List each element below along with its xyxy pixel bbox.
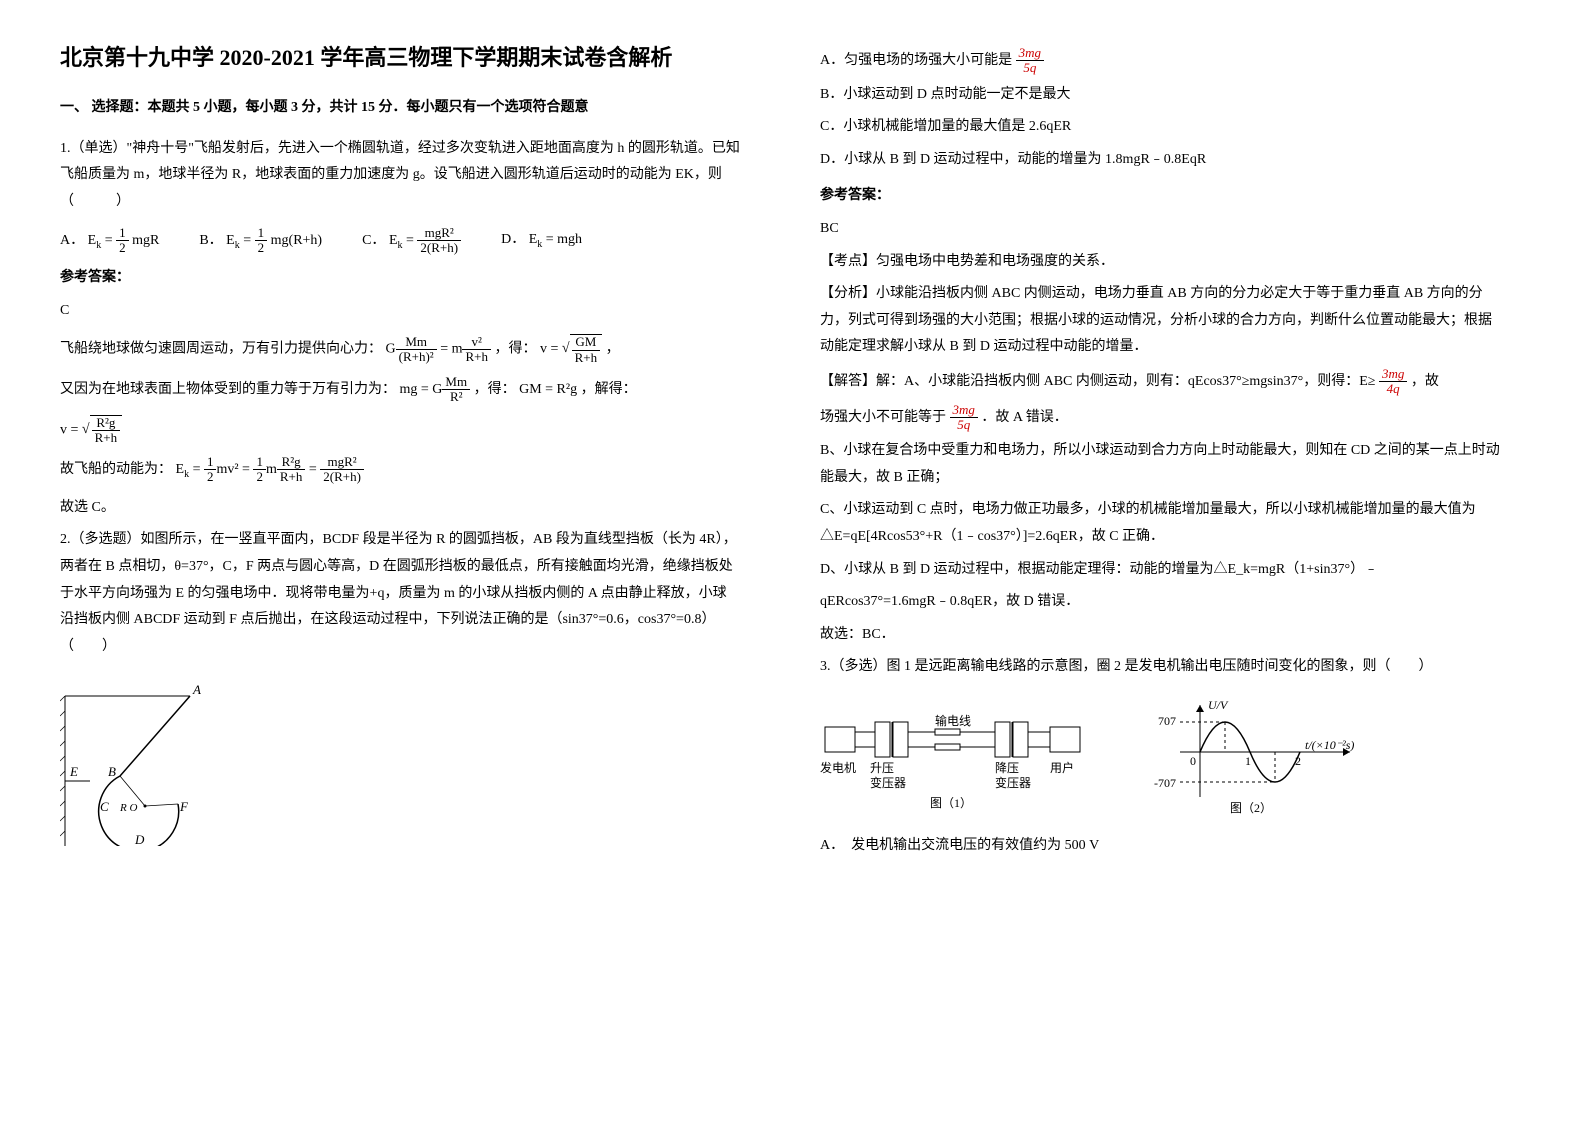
- page-title: 北京第十九中学 2020-2021 学年高三物理下学期期末试卷含解析: [60, 40, 740, 75]
- svg-text:降压: 降压: [995, 761, 1019, 775]
- q2-fenxi: 【分析】小球能沿挡板内侧 ABC 内侧运动，电场力垂直 AB 方向的分力必定大于…: [820, 281, 1500, 361]
- svg-text:B: B: [108, 764, 116, 779]
- svg-text:C: C: [100, 799, 109, 814]
- svg-text:2: 2: [1295, 754, 1301, 768]
- q3-stem: 3.（多选）图 1 是远距离输电线路的示意图，圈 2 是发电机输出电压随时间变化…: [820, 654, 1500, 681]
- opt-c-label: C．: [362, 233, 385, 248]
- q2-jieda-d1: D、小球从 B 到 D 运动过程中，根据动能定理得：动能的增量为△E_k=mgR…: [820, 557, 1500, 584]
- q2-diagram: A E B C D F R O: [60, 676, 740, 846]
- svg-text:U/V: U/V: [1208, 698, 1229, 712]
- exp4-text: 故飞船的动能为：: [60, 462, 172, 477]
- q2-stem: 2.（多选题）如图所示，在一竖直平面内，BCDF 段是半径为 R 的圆弧挡板，A…: [60, 527, 740, 660]
- svg-text:t/(×10⁻²s): t/(×10⁻²s): [1305, 738, 1354, 752]
- q1-answer: C: [60, 298, 740, 325]
- q2-opt-d: D．小球从 B 到 D 运动过程中，动能的增量为 1.8mgR﹣0.8EqR: [820, 147, 1500, 174]
- q2-kaodian: 【考点】匀强电场中电势差和电场强度的关系．: [820, 249, 1500, 276]
- svg-text:-707: -707: [1154, 776, 1176, 790]
- q1-exp4: 故飞船的动能为： Ek = 12mv² = 12mR²gR+h = mgR²2(…: [60, 455, 740, 485]
- jda-pre: 【解答】解：A、小球能沿挡板内侧 ABC 内侧运动，则有：qEcos37°≥mg…: [820, 374, 1375, 389]
- svg-text:升压: 升压: [870, 761, 894, 775]
- q1-opt-a: A． Ek = 12 mgR: [60, 226, 159, 256]
- answer-heading: 参考答案：: [60, 265, 740, 292]
- svg-text:输电线: 输电线: [935, 713, 971, 728]
- q3-wave-diagram: U/V 707 -707 0 1 2 t/(×10⁻²s) 图（2）: [1140, 697, 1370, 817]
- q2-answer-heading: 参考答案：: [820, 183, 1500, 210]
- exp2-text: 又因为在地球表面上物体受到的重力等于万有引力为：: [60, 382, 396, 397]
- exp1-end: ，: [606, 342, 620, 357]
- svg-text:1: 1: [1245, 754, 1251, 768]
- svg-text:变压器: 变压器: [995, 775, 1031, 790]
- svg-text:R O: R O: [119, 802, 137, 814]
- exp1-text: 飞船绕地球做匀速圆周运动，万有引力提供向心力：: [60, 342, 382, 357]
- q3-diagrams: 发电机 升压 变压器 输电线 降压 变压器 用户 图（1）: [820, 697, 1500, 817]
- q1-exp3: v = R²gR+h: [60, 415, 740, 446]
- jda2-pre: 场强大小不可能等于: [820, 410, 946, 425]
- q2-opt-b: B．小球运动到 D 点时动能一定不是最大: [820, 82, 1500, 109]
- q1-options: A． Ek = 12 mgR B． Ek = 12 mg(R+h) C． Ek …: [60, 226, 740, 256]
- q3-circuit-diagram: 发电机 升压 变压器 输电线 降压 变压器 用户 图（1）: [820, 697, 1110, 817]
- q2-opt-c: C．小球机械能增加量的最大值是 2.6qER: [820, 114, 1500, 141]
- svg-text:A: A: [192, 682, 201, 697]
- svg-text:变压器: 变压器: [870, 775, 906, 790]
- svg-text:图（1）: 图（1）: [930, 796, 972, 810]
- q1-stem: 1.（单选）"神舟十号"飞船发射后，先进入一个椭圆轨道，经过多次变轨进入距地面高…: [60, 136, 740, 216]
- q2-jieda-c: C、小球运动到 C 点时，电场力做正功最多，小球的机械能增加量最大，所以小球机械…: [820, 497, 1500, 550]
- svg-text:707: 707: [1158, 714, 1176, 728]
- gen-label: 发电机: [820, 760, 856, 775]
- q2-jieda-b: B、小球在复合场中受重力和电场力，所以小球运动到合力方向上时动能最大，则知在 C…: [820, 438, 1500, 491]
- exp2-mid: ，得：: [474, 382, 516, 397]
- q1-opt-d: D． Ek = mgh: [501, 227, 582, 254]
- opt-b-label: B．: [199, 233, 222, 248]
- opt-a-text: A．匀强电场的场强大小可能是: [820, 53, 1012, 68]
- jda2-end: ．故 A 错误．: [981, 410, 1067, 425]
- q2-opt-a: A．匀强电场的场强大小可能是 3mg5q: [820, 46, 1500, 76]
- section-heading: 一、 选择题：本题共 5 小题，每小题 3 分，共计 15 分．每小题只有一个选…: [60, 95, 740, 122]
- q2-jieda-a: 【解答】解：A、小球能沿挡板内侧 ABC 内侧运动，则有：qEcos37°≥mg…: [820, 367, 1500, 397]
- exp2-end: ，解得：: [581, 382, 637, 397]
- q2-jieda-end: 故选：BC．: [820, 622, 1500, 649]
- q3-opt-a: A． 发电机输出交流电压的有效值约为 500 V: [820, 833, 1500, 860]
- q1-opt-c: C． Ek = mgR²2(R+h): [362, 226, 461, 256]
- opt-d-label: D．: [501, 232, 525, 247]
- q2-jieda-d2: qERcos37°=1.6mgR﹣0.8qER，故 D 错误．: [820, 589, 1500, 616]
- svg-text:D: D: [134, 832, 145, 846]
- svg-text:0: 0: [1190, 754, 1196, 768]
- jda-mid: ，故: [1411, 374, 1439, 389]
- exp2-gm: GM = R²g: [519, 382, 577, 397]
- q1-opt-b: B． Ek = 12 mg(R+h): [199, 226, 322, 256]
- q1-exp2: 又因为在地球表面上物体受到的重力等于万有引力为： mg = GMmR² ，得： …: [60, 375, 740, 405]
- q2-jieda-a2: 场强大小不可能等于 3mg5q ．故 A 错误．: [820, 403, 1500, 433]
- svg-text:F: F: [179, 799, 189, 814]
- q1-exp5: 故选 C。: [60, 495, 740, 522]
- exp1-mid: ，得：: [495, 342, 537, 357]
- q1-exp1: 飞船绕地球做匀速圆周运动，万有引力提供向心力： GMm(R+h)² = mv²R…: [60, 334, 740, 365]
- svg-text:用户: 用户: [1050, 760, 1074, 775]
- svg-text:图（2）: 图（2）: [1230, 801, 1272, 815]
- svg-text:E: E: [69, 764, 78, 779]
- opt-a-label: A．: [60, 233, 84, 248]
- q2-answer: BC: [820, 216, 1500, 243]
